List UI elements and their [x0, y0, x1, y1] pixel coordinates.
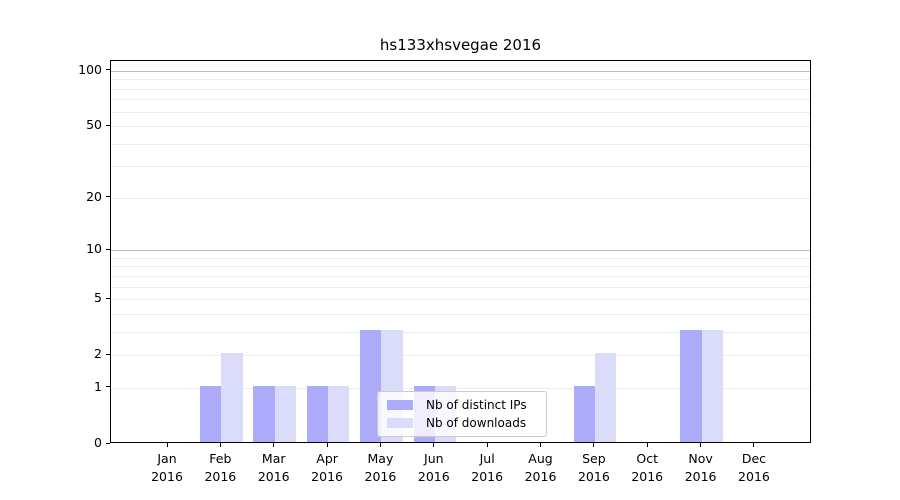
x-tick-aug [540, 443, 542, 447]
y-tick-label-5: 5 [94, 290, 102, 306]
y-tick-50 [106, 124, 110, 126]
bar-downloads-nov [701, 329, 723, 442]
gridline-minor-y90 [111, 79, 810, 81]
gridline-minor-y1 [111, 387, 810, 389]
y-tick-label-20: 20 [86, 188, 102, 204]
x-tick-label-may: May 2016 [364, 451, 397, 484]
gridline-minor-y20 [111, 197, 810, 199]
gridline-minor-y9 [111, 257, 810, 259]
legend-swatch-distinct-ips [387, 400, 413, 411]
x-tick-label-apr: Apr 2016 [311, 451, 343, 484]
gridline-minor-y5 [111, 299, 810, 301]
bar-downloads-sep [594, 353, 617, 442]
bar-distinct-ips-sep [573, 385, 595, 442]
x-tick-label-nov: Nov 2016 [684, 451, 717, 484]
y-tick-label-2: 2 [94, 346, 102, 362]
legend-label-downloads: Nb of downloads [426, 415, 527, 430]
gridline-minor-y3 [111, 331, 810, 333]
gridline-minor-y8 [111, 266, 810, 268]
x-tick-jan [166, 443, 168, 447]
x-tick-label-oct: Oct 2016 [631, 451, 664, 484]
chart-title: hs133xhsvegae 2016 [379, 36, 542, 54]
gridline-minor-y6 [111, 286, 810, 288]
x-tick-feb [219, 443, 221, 447]
x-tick-label-dec: Dec 2016 [738, 451, 770, 484]
y-tick-10 [106, 248, 110, 250]
gridline-minor-y7 [111, 275, 810, 277]
gridline-minor-y2 [111, 355, 810, 357]
y-tick-2 [106, 353, 110, 355]
x-tick-label-jun: Jun 2016 [417, 451, 450, 484]
gridline-minor-y60 [111, 111, 810, 113]
y-tick-20 [106, 196, 110, 198]
bar-distinct-ips-apr [306, 385, 329, 442]
legend-entry-downloads: Nb of downloads [387, 416, 537, 430]
bar-distinct-ips-may [360, 329, 382, 442]
y-tick-label-10: 10 [86, 241, 102, 257]
legend: Nb of distinct IPs Nb of downloads [377, 391, 547, 437]
y-tick-label-50: 50 [86, 117, 102, 133]
gridline-minor-y70 [111, 99, 810, 101]
x-tick-sep [593, 443, 595, 447]
gridline-minor-y30 [111, 166, 810, 168]
x-tick-label-feb: Feb 2016 [204, 451, 237, 484]
legend-entry-distinct-ips: Nb of distinct IPs [387, 398, 537, 412]
gridline-major-y10 [111, 250, 810, 252]
x-tick-label-mar: Mar 2016 [257, 451, 290, 484]
y-tick-5 [106, 297, 110, 299]
x-tick-mar [273, 443, 275, 447]
gridline-minor-y40 [111, 143, 810, 145]
bar-downloads-mar [274, 385, 297, 442]
y-tick-label-100: 100 [78, 61, 102, 77]
x-tick-nov [700, 443, 702, 447]
gridline-minor-y50 [111, 126, 810, 128]
gridline-minor-y80 [111, 88, 810, 90]
plot-area [110, 60, 811, 443]
legend-swatch-downloads [387, 417, 413, 428]
y-tick-1 [106, 386, 110, 388]
y-tick-label-0: 0 [94, 435, 102, 450]
gridline-major-y100 [111, 70, 810, 72]
bar-distinct-ips-nov [680, 329, 702, 442]
x-tick-apr [326, 443, 328, 447]
x-tick-label-aug: Aug 2016 [524, 451, 557, 484]
bar-distinct-ips-feb [200, 385, 222, 442]
x-tick-may [379, 443, 381, 447]
y-tick-0 [106, 442, 110, 444]
x-tick-jul [486, 443, 488, 447]
bar-downloads-apr [328, 385, 350, 442]
gridline-minor-y4 [111, 313, 810, 315]
y-tick-label-1: 1 [94, 378, 102, 394]
y-tick-100 [106, 69, 110, 71]
x-tick-label-sep: Sep 2016 [577, 451, 610, 484]
x-tick-label-jul: Jul 2016 [471, 451, 504, 484]
x-tick-label-jan: Jan 2016 [151, 451, 183, 484]
x-tick-dec [753, 443, 755, 447]
bar-downloads-feb [221, 353, 243, 442]
legend-label-distinct-ips: Nb of distinct IPs [426, 398, 527, 413]
bar-distinct-ips-mar [253, 385, 275, 442]
x-tick-jun [433, 443, 435, 447]
x-tick-oct [646, 443, 648, 447]
